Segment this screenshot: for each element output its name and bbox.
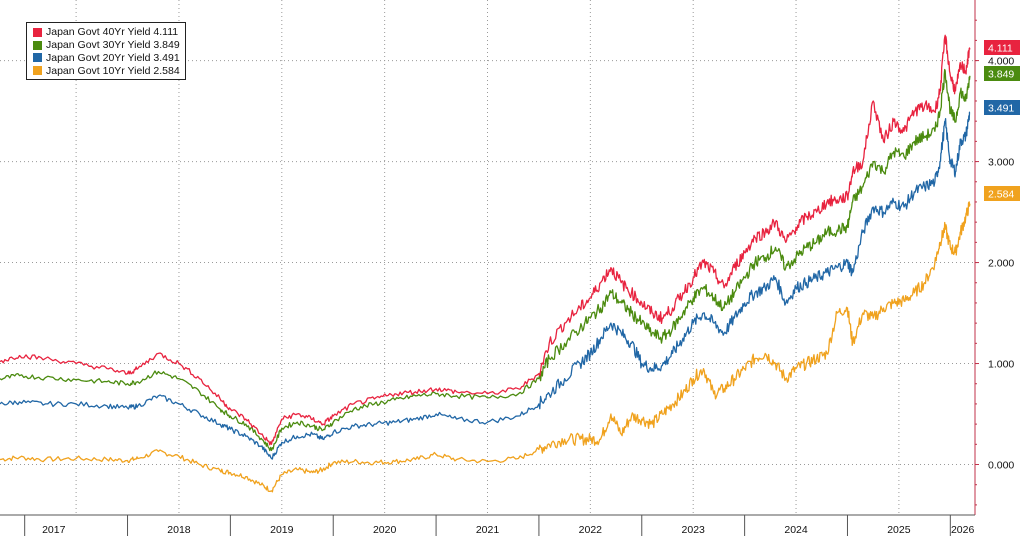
x-tick-label: 2021: [476, 524, 500, 536]
x-tick-label: 2023: [682, 524, 706, 536]
legend-entry: Japan Govt 20Yr Yield 3.491: [33, 51, 180, 65]
series-line: [0, 111, 971, 460]
x-tick-label: 2020: [373, 524, 397, 536]
last-value-tag: [984, 66, 1020, 81]
series-line: [0, 201, 971, 493]
y-tick-label: 4.000: [988, 56, 1014, 68]
legend-entry: Japan Govt 30Yr Yield 3.849: [33, 39, 180, 52]
y-axis: 0.000 1.000 2.000 3.000 4.000: [975, 19, 1014, 506]
legend: Japan Govt 40Yr Yield 4.111 Japan Govt 30…: [26, 22, 186, 80]
x-tick-label: 2026: [951, 524, 975, 536]
legend-entry: Japan Govt 10Yr Yield 2.584: [33, 64, 180, 77]
last-value-label: 4.111: [988, 43, 1013, 55]
last-value-tag: [984, 40, 1020, 55]
legend-label: Japan Govt 30Yr Yield 3.849: [46, 39, 180, 52]
last-value-label: 3.491: [988, 103, 1014, 115]
series-line: [0, 68, 971, 452]
legend-swatch: [33, 40, 42, 50]
axes: [0, 0, 976, 516]
legend-swatch: [33, 27, 42, 37]
y-tick-label: 1.000: [988, 359, 1014, 371]
last-value-label: 3.849: [988, 69, 1014, 81]
y-tick-label: 2.000: [988, 258, 1014, 270]
legend-label: Japan Govt 40Yr Yield 4.111: [46, 26, 179, 39]
x-tick-label: 2022: [579, 524, 603, 536]
last-value-labels: 4.111 3.849 3.491 2.584: [984, 40, 1020, 201]
last-value-label: 2.584: [988, 189, 1014, 201]
x-tick-label: 2018: [167, 524, 191, 536]
last-value-tag: [984, 186, 1020, 201]
x-axis: 2017 2018 2019 2020 2021 2022 2023 2024 2025 2026: [42, 524, 974, 536]
x-axis-separators: [24, 515, 951, 536]
x-tick-label: 2025: [887, 524, 911, 536]
legend-entry: Japan Govt 40Yr Yield 4.111: [33, 26, 179, 39]
x-tick-label: 2017: [42, 524, 66, 536]
legend-swatch: [33, 53, 42, 63]
last-value-tag: [984, 100, 1020, 115]
legend-label: Japan Govt 10Yr Yield 2.584: [46, 64, 180, 77]
plot-area: [0, 34, 971, 493]
series-line: [0, 34, 971, 446]
x-tick-label: 2024: [784, 524, 808, 536]
legend-swatch: [33, 66, 42, 76]
x-tick-label: 2019: [270, 524, 294, 536]
y-tick-label: 0.000: [988, 460, 1014, 472]
y-tick-label: 3.000: [988, 157, 1014, 169]
legend-label: Japan Govt 20Yr Yield 3.491: [46, 51, 180, 64]
